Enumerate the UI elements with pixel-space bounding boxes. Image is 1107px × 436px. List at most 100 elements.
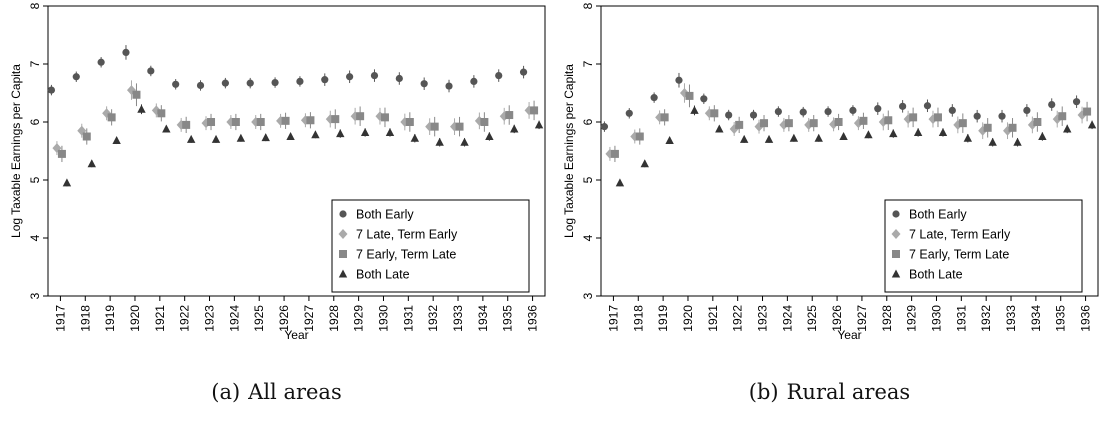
data-point-both-late bbox=[460, 137, 469, 146]
legend-label: Both Late bbox=[909, 268, 963, 282]
data-point-7-early-term-late bbox=[132, 90, 141, 99]
y-tick-label: 7 bbox=[28, 60, 42, 67]
caption-label: (a) bbox=[211, 380, 241, 404]
data-point-both-late bbox=[435, 137, 444, 146]
x-tick-label: 1929 bbox=[352, 305, 366, 332]
caption-rural-areas: (b) Rural areas bbox=[553, 380, 1106, 404]
data-point-7-early-term-late bbox=[505, 111, 514, 120]
panel-all-areas: 3 4 5 6 7 8 1917 1918 1919 1920 1921 1922 1923 1924 19… bbox=[0, 0, 553, 436]
data-point-7-early-term-late bbox=[530, 106, 539, 115]
data-point-both-early bbox=[495, 72, 503, 80]
data-point-both-late bbox=[615, 178, 625, 187]
legend-marker-7-late-term-early bbox=[338, 229, 348, 239]
data-point-both-late bbox=[889, 129, 898, 138]
x-tick-label: 1930 bbox=[929, 305, 943, 332]
data-point-7-early-term-late bbox=[157, 109, 166, 118]
data-point-7-early-term-late bbox=[685, 91, 694, 100]
data-point-both-late bbox=[938, 127, 948, 136]
data-point-both-late bbox=[789, 133, 799, 142]
data-point-both-early bbox=[246, 79, 254, 87]
panel-rural-areas: 3 4 5 6 7 8 1917 1918 1919 1920 1921 1922 1923 1924 19… bbox=[553, 0, 1106, 436]
data-point-both-early bbox=[998, 112, 1006, 120]
data-point-both-early bbox=[519, 68, 528, 76]
data-point-both-late bbox=[988, 137, 997, 146]
data-point-7-early-term-late bbox=[635, 132, 644, 141]
data-point-both-late bbox=[360, 127, 370, 136]
x-tick-label: 1930 bbox=[376, 305, 390, 332]
series-7-late-term-early bbox=[605, 83, 1087, 161]
y-tick-label: 3 bbox=[581, 292, 595, 299]
x-tick-label: 1936 bbox=[1079, 305, 1093, 332]
data-point-both-early bbox=[122, 48, 130, 57]
legend-label: Both Early bbox=[356, 208, 414, 222]
data-point-both-late bbox=[62, 178, 72, 187]
data-point-both-late bbox=[87, 159, 96, 168]
data-point-7-early-term-late bbox=[610, 149, 619, 158]
y-tick-label: 3 bbox=[28, 292, 42, 299]
data-point-both-early bbox=[296, 77, 304, 85]
legend-marker-both-late bbox=[891, 269, 901, 278]
data-point-both-late bbox=[534, 120, 544, 129]
data-point-7-early-term-late bbox=[256, 118, 265, 126]
data-point-both-late bbox=[410, 133, 420, 142]
chart-rural-areas: 3 4 5 6 7 8 1917 1918 1919 1920 1921 1922 1923 1924 19… bbox=[562, 2, 1099, 342]
x-axis-title: Year bbox=[284, 328, 308, 342]
data-point-both-early bbox=[899, 102, 907, 110]
data-point-7-early-term-late bbox=[1058, 112, 1067, 121]
data-point-both-early bbox=[600, 123, 609, 131]
data-point-7-early-term-late bbox=[380, 113, 389, 122]
x-tick-label: 1928 bbox=[880, 305, 894, 332]
data-point-both-early bbox=[97, 58, 105, 66]
data-point-both-early bbox=[923, 102, 932, 110]
data-point-7-early-term-late bbox=[859, 116, 868, 125]
legend-box bbox=[884, 199, 1083, 293]
data-point-both-early bbox=[1048, 101, 1056, 109]
legend-label: Both Early bbox=[909, 208, 967, 222]
data-point-both-late bbox=[640, 159, 649, 168]
y-tick-label: 8 bbox=[581, 2, 595, 9]
data-point-both-late bbox=[665, 136, 674, 145]
data-point-both-early bbox=[625, 109, 633, 117]
x-tick-label: 1924 bbox=[780, 305, 794, 332]
x-tick-label: 1936 bbox=[526, 305, 540, 332]
data-point-both-late bbox=[764, 134, 774, 143]
plot-frame bbox=[47, 5, 546, 297]
data-point-both-early bbox=[700, 95, 708, 103]
x-tick-label: 1919 bbox=[656, 305, 670, 332]
caption-text: Rural areas bbox=[786, 380, 911, 404]
data-point-7-early-term-late bbox=[710, 109, 719, 118]
data-point-both-early bbox=[725, 111, 733, 119]
data-point-7-late-term-early bbox=[754, 121, 764, 132]
caption-text: All areas bbox=[248, 380, 342, 404]
series-7-early-term-late bbox=[610, 84, 1092, 163]
data-point-both-late bbox=[715, 124, 724, 133]
x-tick-label: 1933 bbox=[1004, 305, 1018, 332]
x-tick-label: 1917 bbox=[606, 305, 620, 332]
y-axis-title: Log Taxable Earnings per Capita bbox=[562, 64, 576, 238]
x-tick-label: 1932 bbox=[426, 305, 440, 332]
data-point-both-early bbox=[470, 77, 478, 85]
data-point-7-early-term-late bbox=[281, 116, 290, 125]
data-point-both-early bbox=[874, 105, 882, 113]
data-point-7-early-term-late bbox=[356, 112, 365, 121]
x-tick-label: 1922 bbox=[178, 305, 192, 332]
data-point-both-early bbox=[973, 112, 981, 120]
data-point-both-early bbox=[799, 108, 807, 116]
legend-marker-7-early-term-late bbox=[892, 250, 900, 258]
data-point-both-late bbox=[286, 132, 295, 140]
data-point-both-early bbox=[774, 107, 782, 116]
legend-label: 7 Late, Term Early bbox=[356, 228, 458, 242]
data-point-7-early-term-late bbox=[430, 122, 439, 131]
data-point-both-late bbox=[211, 134, 221, 143]
x-tick-label: 1934 bbox=[1029, 305, 1043, 332]
legend-label: Both Late bbox=[356, 268, 410, 282]
x-tick-label: 1925 bbox=[252, 305, 266, 332]
data-point-both-late bbox=[1063, 124, 1072, 133]
data-point-7-early-term-late bbox=[1083, 107, 1092, 116]
data-point-7-early-term-late bbox=[306, 116, 315, 125]
x-tick-label: 1920 bbox=[681, 305, 695, 332]
x-tick-label: 1919 bbox=[103, 305, 117, 332]
y-tick-label: 4 bbox=[581, 234, 595, 241]
y-tick-label: 5 bbox=[581, 176, 595, 183]
data-point-both-late bbox=[162, 124, 171, 133]
